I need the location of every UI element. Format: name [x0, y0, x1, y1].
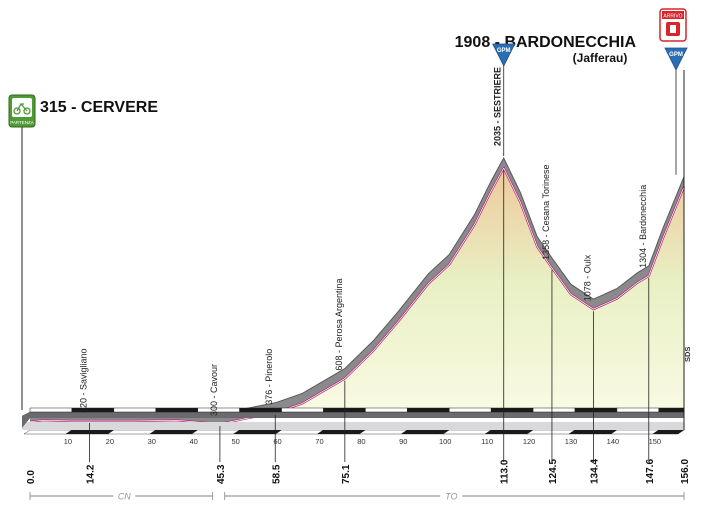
finish-title: 1908 - BARDONECCHIA: [455, 34, 637, 51]
ruler-segment: [532, 407, 576, 413]
gpm-badges: GPM GPM: [492, 43, 688, 175]
ruler-lower-segment: [568, 429, 618, 435]
waypoint-name: 376 - Pinerolo: [264, 349, 274, 405]
sds-label: SDS: [683, 347, 692, 362]
ruler-lower-segment: [232, 429, 283, 435]
ruler-lower-segment: [107, 429, 157, 435]
start-badge-text: PARTENZA: [10, 120, 34, 125]
ruler-segment: [490, 407, 534, 413]
km-ruler: [22, 407, 685, 435]
ruler-segment: [29, 407, 73, 413]
ruler-lower-segment: [442, 429, 492, 435]
km-tick-label: 120: [523, 437, 536, 446]
gpm-label: GPM: [497, 48, 511, 54]
province-label: TO: [445, 492, 457, 502]
start-elevation: 315: [40, 99, 67, 116]
waypoint-name: 1078 - Oulx: [582, 254, 592, 301]
km-tick-label: 60: [273, 437, 281, 446]
profile-base: [22, 412, 684, 428]
start-label: 315 - CERVERE: [40, 99, 158, 116]
waypoint-km: 45.3: [216, 464, 227, 484]
province-label: CN: [118, 492, 131, 502]
ruler-segment: [616, 407, 660, 413]
ruler-segment: [658, 407, 685, 413]
km-tick-label: 150: [649, 437, 662, 446]
start-name: CERVERE: [81, 99, 158, 116]
profile-left-cap: [22, 411, 30, 428]
km-tick-label: 50: [231, 437, 239, 446]
waypoint-name: 320 - Savigliano: [79, 349, 89, 414]
waypoint-km: 134.4: [589, 459, 600, 484]
waypoint-name: 1358 - Cesana Torinese: [541, 164, 551, 259]
ruler-lower-segment: [610, 429, 660, 435]
km-tick-label: 80: [357, 437, 365, 446]
waypoint-km: 156.0: [680, 459, 691, 484]
start-marker: PARTENZA: [8, 94, 36, 410]
ruler-segment: [448, 407, 492, 413]
ruler-lower-segment: [274, 429, 325, 435]
profile-fill-area: [30, 168, 684, 424]
waypoint-name: 608 - Perosa Argentina: [334, 278, 344, 370]
km-tick-label: 10: [64, 437, 72, 446]
ruler-lower-segment: [484, 429, 534, 435]
ruler-lower-segment: [526, 429, 576, 435]
km-tick-label: 30: [148, 437, 156, 446]
km-tick-label: 130: [565, 437, 578, 446]
waypoint-name: 1304 - Bardonecchia: [638, 185, 648, 268]
ruler-segment: [155, 407, 198, 413]
finish-subtitle: (Jafferau): [573, 51, 628, 65]
ruler-segment: [281, 407, 324, 413]
start-sep: -: [67, 99, 81, 116]
waypoint-km: 58.5: [271, 464, 282, 484]
ruler-segment: [365, 407, 408, 413]
km-tick-label: 40: [190, 437, 198, 446]
km-tick-label: 110: [481, 437, 493, 446]
waypoint-km-labels: 0.0 14.2 45.3 58.5 75.1 113.0 124.5 134.4 147.6 1…: [26, 459, 691, 484]
waypoint-km: 147.6: [645, 459, 656, 484]
ruler-segment: [113, 407, 157, 413]
km-tick-labels: 10 20 30 40 50 60 70 80 90 100 110 120 130 140 150: [64, 437, 661, 446]
ruler-lower-segment: [149, 429, 199, 435]
ruler-lower-segment: [191, 429, 241, 435]
ruler-lower-segment: [358, 429, 408, 435]
province-strip: CN TO: [29, 490, 685, 502]
start-bike-icon: [13, 102, 31, 115]
ruler-lower-segment: [23, 429, 73, 435]
waypoint-km: 113.0: [500, 459, 511, 484]
waypoint-km: 14.2: [86, 464, 97, 484]
province-label-bg: [440, 490, 463, 501]
km-tick-label: 90: [399, 437, 407, 446]
waypoint-km: 75.1: [341, 464, 352, 484]
ruler-segment: [407, 407, 450, 413]
waypoint-lines: [89, 70, 685, 462]
waypoint-km: 124.5: [548, 459, 559, 484]
km-tick-label: 100: [439, 437, 452, 446]
waypoint-name: 2035 - SESTRIERE: [493, 67, 503, 146]
gpm-icon: [664, 47, 688, 71]
ruler-lower-segment: [400, 429, 450, 435]
ruler-lower-segment: [316, 429, 367, 435]
waypoint-name: 300 - Cavour: [209, 364, 219, 416]
finish-flag-icon: [666, 22, 680, 36]
gpm-icon: [492, 43, 516, 67]
profile-line-highlight: [29, 167, 685, 425]
ruler-segment: [323, 407, 366, 413]
ruler-base-face: [22, 422, 684, 430]
province-label-bg: [113, 490, 136, 501]
finish-badge-text: ARRIVO: [663, 14, 682, 20]
finish-marker: ARRIVO: [659, 8, 687, 42]
waypoint-km: 0.0: [26, 470, 37, 484]
km-tick-label: 20: [106, 437, 114, 446]
ruler-segment: [574, 407, 618, 413]
ruler-segment: [239, 407, 282, 413]
gpm-label: GPM: [669, 52, 683, 58]
km-tick-label: 70: [315, 437, 323, 446]
km-tick-label: 140: [607, 437, 620, 446]
waypoint-names: 320 - Savigliano 300 - Cavour 376 - Pinero…: [79, 67, 648, 416]
